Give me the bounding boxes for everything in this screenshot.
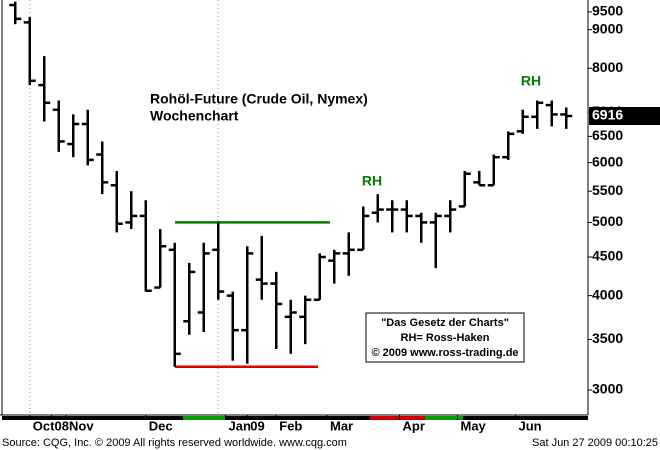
x-tick-label: May	[461, 418, 487, 433]
y-tick-label: 6500	[592, 127, 623, 143]
y-tick-label: 5000	[592, 213, 623, 229]
annotation: RH	[362, 173, 382, 189]
chart-subtitle: Wochenchart	[150, 108, 239, 124]
chart-title: Rohöl-Future (Crude Oil, Nymex)	[150, 91, 368, 107]
strip-segment	[425, 416, 463, 420]
month-strip	[2, 416, 588, 420]
x-tick-label: Feb	[279, 418, 302, 433]
y-tick-label: 3000	[592, 381, 623, 397]
strip-segment	[2, 416, 588, 420]
x-tick-label: Jun	[519, 418, 542, 433]
x-tick-label: Jan	[229, 418, 251, 433]
y-tick-label: 9500	[592, 3, 623, 19]
x-tick-label: Apr	[403, 418, 425, 433]
x-tick-label: 08	[55, 418, 69, 433]
source: Source: CQG, Inc. © 2009 All rights rese…	[2, 437, 347, 449]
note-box	[365, 312, 525, 363]
y-tick-label: 4000	[592, 286, 623, 302]
x-tick-label: Nov	[69, 418, 94, 433]
annotation: RH	[521, 73, 541, 89]
x-tick-label: 09	[250, 418, 264, 433]
y-tick-label: 4500	[592, 248, 623, 264]
note: © 2009 www.ross-trading.de	[371, 347, 518, 359]
note: "Das Gesetz der Charts"	[381, 317, 509, 329]
x-tick-label: Mar	[330, 418, 353, 433]
last-price-label: 6916	[592, 107, 623, 123]
y-tick-label: 3500	[592, 330, 623, 346]
x-tick-label: Oct	[33, 418, 55, 433]
y-tick-label: 8000	[592, 59, 623, 75]
y-tick-label: 5500	[592, 182, 623, 198]
x-tick-label: Dec	[149, 418, 173, 433]
strip-segment	[183, 416, 225, 420]
y-tick-label: 9000	[592, 20, 623, 36]
note: RH= Ross-Haken	[401, 332, 490, 344]
last-price-box	[589, 107, 660, 126]
y-tick-label: 6000	[592, 153, 623, 169]
strip-segment	[370, 416, 425, 420]
timestamp: Sat Jun 27 2009 00:10:25	[532, 437, 658, 449]
